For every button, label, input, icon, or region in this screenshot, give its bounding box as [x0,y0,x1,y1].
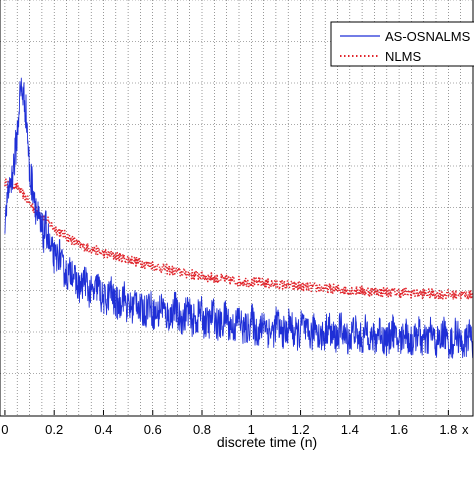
x-tick-label: 0.6 [144,422,162,437]
x-tick-label: 1 [248,422,255,437]
legend: AS-OSNALMS NLMS [330,21,474,67]
x-axis-label: discrete time (n) [217,434,317,450]
x-tick-label: 1.4 [341,422,359,437]
legend-label-as-osnalms: AS-OSNALMS [385,29,471,44]
series-line-as-osnalms [4,77,474,359]
x-tick-label: 0.4 [94,422,112,437]
legend-box [330,21,474,67]
x-tick-label: 1.6 [390,422,408,437]
series-line-nlms [4,178,474,301]
legend-label-nlms: NLMS [385,49,421,64]
x-tick-label: 0 [1,422,8,437]
x-axis-exponent-label: x [462,422,469,437]
x-tick-label: 0.2 [45,422,63,437]
x-tick-label: 0.8 [193,422,211,437]
x-axis: 0 0.2 0.4 0.6 0.8 1 1.2 1.4 1.6 1.8 [1,410,457,437]
plot-frame [0,0,474,417]
series-layer [4,77,474,359]
x-tick-label: 1.8 [439,422,457,437]
x-tick-label: 1.2 [292,422,310,437]
